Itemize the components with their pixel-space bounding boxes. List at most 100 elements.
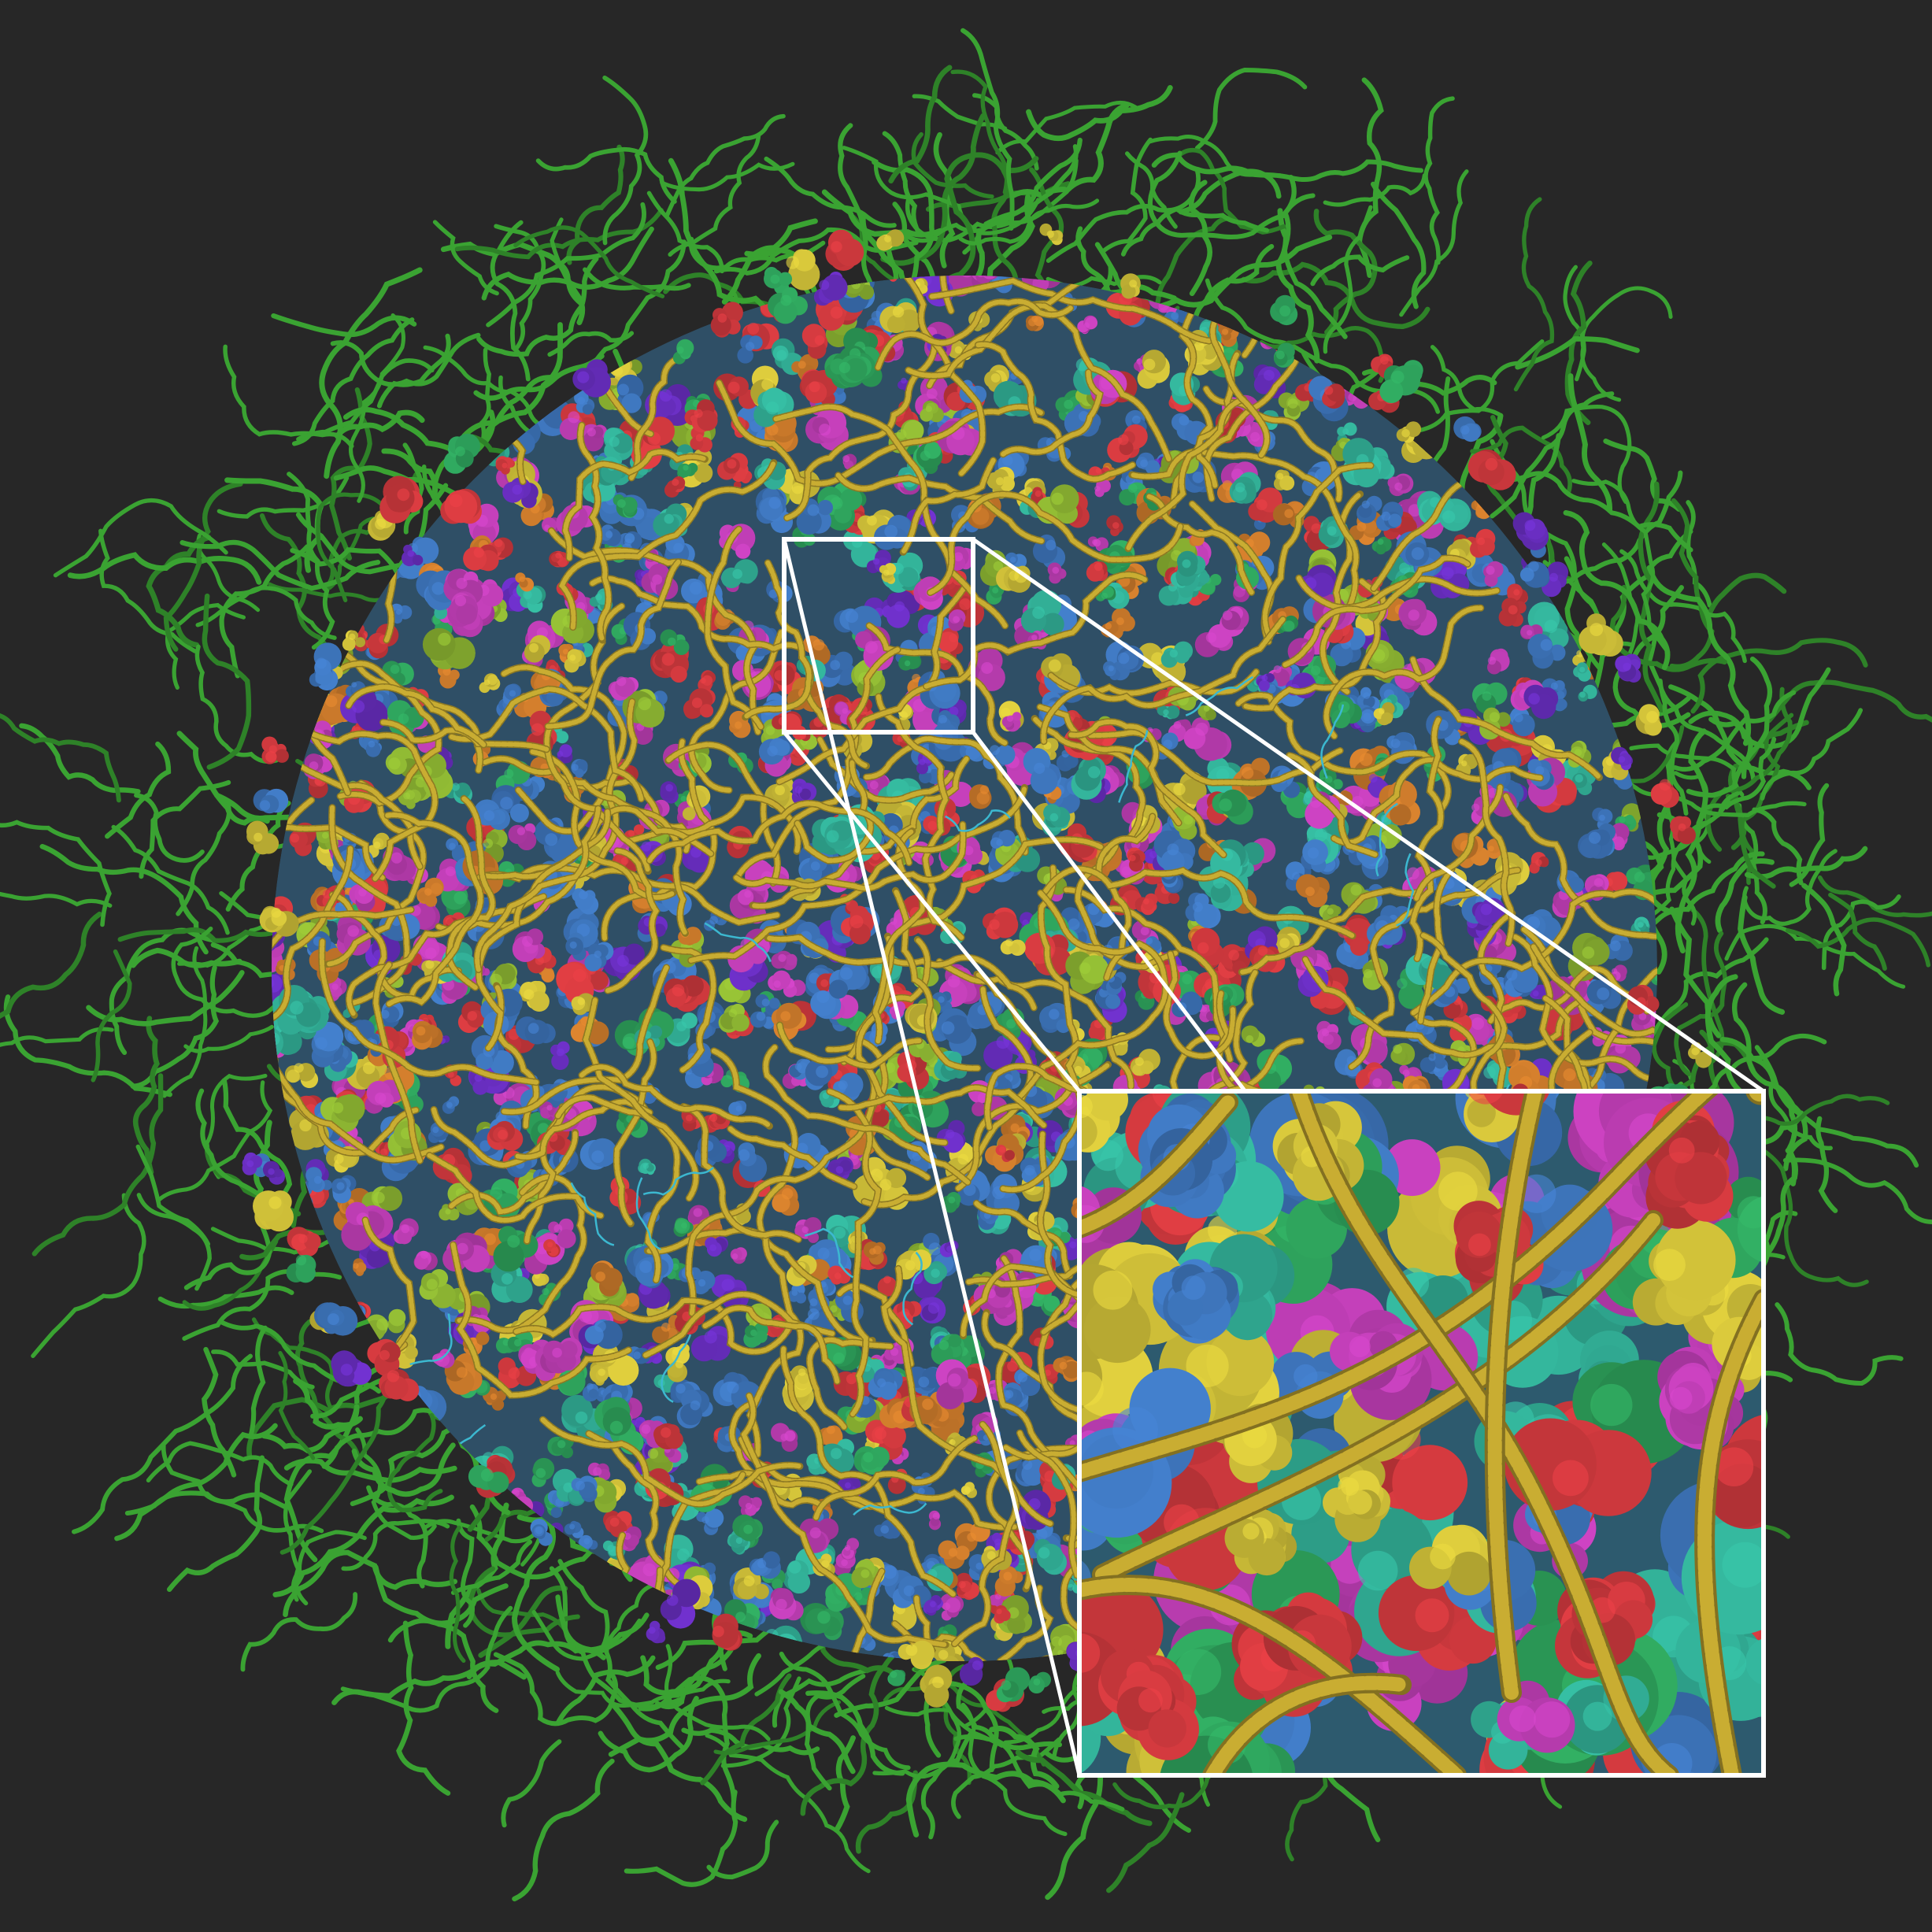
outer-fiber <box>86 970 245 1027</box>
outer-fiber <box>1370 181 1427 309</box>
outer-fiber <box>624 1790 738 1887</box>
outer-fiber <box>834 1657 947 1718</box>
outer-fiber <box>31 1073 164 1257</box>
outer-fiber <box>1563 509 1671 671</box>
outer-fiber <box>1817 875 1932 918</box>
outer-fiber <box>240 1592 358 1672</box>
outer-fiber <box>1313 209 1378 335</box>
protein-blob <box>1077 315 1097 335</box>
protein-blob <box>738 1495 762 1518</box>
outer-fiber <box>1657 678 1689 816</box>
outer-fiber <box>19 723 141 794</box>
outer-fiber <box>432 220 499 296</box>
protein-blob <box>1390 1042 1416 1066</box>
outer-fiber <box>456 1518 475 1628</box>
outer-fiber <box>486 202 646 328</box>
outer-fiber <box>166 1455 265 1593</box>
outer-fiber <box>610 1701 748 1823</box>
protein-blob <box>1120 273 1141 299</box>
outer-fiber <box>349 313 405 503</box>
outer-fiber <box>224 477 324 573</box>
outer-fiber <box>194 644 279 764</box>
outer-fiber <box>989 1726 1060 1790</box>
outer-fiber <box>1688 667 1831 749</box>
outer-fiber <box>646 191 724 274</box>
outer-fiber <box>512 1758 615 1902</box>
outer-fiber <box>1646 564 1752 746</box>
outer-fiber <box>1282 174 1348 339</box>
outer-fiber <box>195 586 337 640</box>
outer-fiber <box>779 1651 911 1771</box>
magnified-inset <box>1077 1089 1766 1778</box>
outer-fiber <box>1715 858 1775 934</box>
outer-fiber <box>962 144 1079 255</box>
outer-fiber <box>67 552 262 585</box>
outer-fiber <box>1399 169 1469 317</box>
outer-fiber <box>0 911 102 1020</box>
protein-blob <box>550 1041 570 1071</box>
outer-fiber <box>700 1673 792 1786</box>
protein-blob <box>1112 608 1135 632</box>
outer-fiber <box>1828 892 1887 972</box>
outer-fiber <box>321 1408 440 1469</box>
protein-blob <box>1025 315 1044 331</box>
protein-blob <box>1000 938 1026 956</box>
outer-fiber <box>972 93 1039 171</box>
outer-fiber <box>157 1080 273 1202</box>
outer-fiber <box>1669 498 1715 669</box>
outer-fiber <box>905 1761 1066 1838</box>
outer-fiber <box>124 1490 288 1516</box>
outer-fiber <box>287 472 335 650</box>
outer-fiber <box>960 1702 1068 1837</box>
outer-fiber <box>136 1193 212 1291</box>
outer-fiber <box>1580 286 1673 402</box>
outer-fiber <box>1688 905 1725 1064</box>
outer-fiber <box>163 481 243 652</box>
outer-fiber <box>547 331 635 357</box>
outer-fiber <box>225 801 291 912</box>
outer-fiber <box>602 75 649 246</box>
outer-fiber <box>1009 102 1130 199</box>
outer-fiber <box>334 409 425 439</box>
outer-fiber <box>1705 687 1793 852</box>
outer-fiber <box>933 152 1039 302</box>
outer-fiber <box>31 1193 146 1359</box>
outer-fiber <box>351 1442 456 1497</box>
outer-fiber <box>911 131 994 199</box>
outer-fiber <box>535 146 677 204</box>
outer-fiber <box>960 28 1015 231</box>
outer-fiber <box>1176 147 1286 235</box>
outer-fiber <box>340 1605 513 1713</box>
protein-blob <box>441 883 471 919</box>
outer-fiber <box>162 946 208 1098</box>
outer-fiber <box>1571 479 1671 654</box>
outer-fiber <box>450 1539 533 1595</box>
outer-fiber <box>950 69 1009 194</box>
outer-fiber <box>402 442 424 535</box>
outer-fiber <box>1046 168 1201 263</box>
outer-fiber <box>1515 336 1640 370</box>
outer-fiber <box>283 1458 457 1483</box>
outer-fiber <box>882 131 921 235</box>
outer-fiber <box>0 891 113 908</box>
outer-fiber <box>1323 173 1427 207</box>
outer-fiber <box>1151 152 1253 176</box>
outer-fiber <box>219 544 310 679</box>
outer-fiber <box>221 1078 293 1209</box>
outer-fiber <box>91 949 132 1083</box>
outer-fiber <box>161 1443 324 1534</box>
outer-fiber <box>1815 1116 1838 1213</box>
outer-fiber <box>1563 265 1586 382</box>
outer-fiber <box>1619 549 1747 664</box>
outer-fiber <box>283 1549 458 1618</box>
outer-fiber <box>555 1655 656 1726</box>
outer-fiber <box>1470 425 1572 496</box>
protein-blob <box>413 1250 438 1271</box>
outer-fiber <box>373 1564 509 1627</box>
outer-fiber <box>111 824 230 935</box>
outer-fiber <box>821 189 943 238</box>
outer-fiber <box>1542 470 1683 587</box>
outer-fiber <box>248 1325 268 1439</box>
outer-fiber <box>135 1144 211 1246</box>
protein-blob <box>253 1190 294 1232</box>
